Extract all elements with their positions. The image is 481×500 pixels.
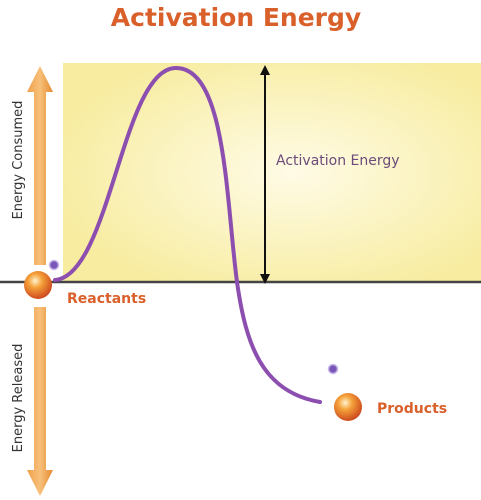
reactants-label: Reactants xyxy=(67,291,146,307)
particle xyxy=(48,259,60,271)
particle xyxy=(327,363,339,375)
arrow-up xyxy=(27,66,53,265)
arrow-down xyxy=(27,307,53,496)
energy-region xyxy=(63,63,481,282)
energy-consumed-label: Energy Consumed xyxy=(11,101,26,220)
reactants-ball xyxy=(24,271,52,299)
energy-curve xyxy=(53,65,322,404)
activation-label: Activation Energy xyxy=(276,153,400,169)
energy-released-label: Energy Released xyxy=(11,344,26,453)
products-label: Products xyxy=(377,401,447,417)
title: Activation Energy xyxy=(111,3,361,32)
products-ball xyxy=(334,393,362,421)
